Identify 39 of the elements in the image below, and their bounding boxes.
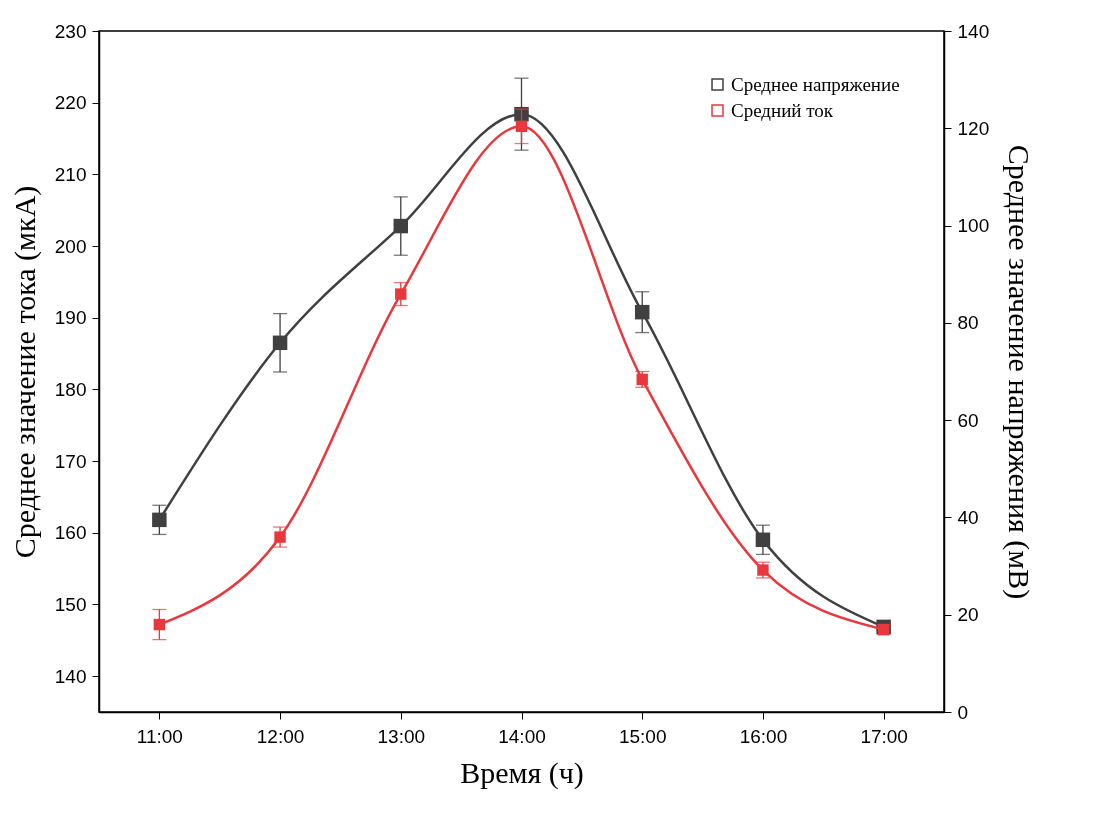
y2-tick-label: 40 <box>957 506 979 528</box>
x-axis-title: Время (ч) <box>460 755 584 790</box>
y2-tick-label: 80 <box>957 312 979 334</box>
point <box>153 618 166 631</box>
point <box>634 304 650 320</box>
y-tick-label: 230 <box>54 20 87 42</box>
y-tick-label: 170 <box>54 450 87 472</box>
y-tick-label: 150 <box>54 593 87 615</box>
y2-tick-label: 0 <box>957 701 969 723</box>
point <box>274 531 286 543</box>
y2-tick-label: 120 <box>957 117 990 139</box>
x-tick-label: 16:00 <box>739 725 788 747</box>
point <box>393 218 409 234</box>
x-tick-label: 15:00 <box>618 725 667 747</box>
point <box>515 120 528 133</box>
y-tick-label: 160 <box>54 522 87 544</box>
y2-tick-label: 100 <box>957 215 990 237</box>
x-tick-label: 12:00 <box>256 725 305 747</box>
legend-label: Среднее напряжение <box>731 73 900 95</box>
x-tick-label: 17:00 <box>860 725 908 747</box>
y-axis-title: Среднее значение тока (мкА) <box>7 185 42 559</box>
y-tick-label: 220 <box>54 92 87 114</box>
point <box>272 335 288 351</box>
y-tick-label: 200 <box>54 235 87 257</box>
point <box>395 288 407 300</box>
point <box>152 512 167 528</box>
y2-tick-label: 60 <box>957 409 979 431</box>
y2-axis-title: Среднее значение напряжения (мВ) <box>1002 144 1037 600</box>
x-tick-label: 13:00 <box>377 725 426 747</box>
y2-tick-label: 20 <box>957 604 979 626</box>
y2-tick-label: 140 <box>957 20 990 42</box>
y-tick-label: 190 <box>54 307 87 329</box>
x-tick-label: 11:00 <box>136 725 183 747</box>
point <box>755 532 771 548</box>
y-tick-label: 180 <box>54 378 87 400</box>
y-tick-label: 140 <box>54 665 87 687</box>
x-tick-label: 14:00 <box>498 725 546 747</box>
y-tick-label: 210 <box>54 163 87 185</box>
legend-label: Средний ток <box>731 99 834 121</box>
